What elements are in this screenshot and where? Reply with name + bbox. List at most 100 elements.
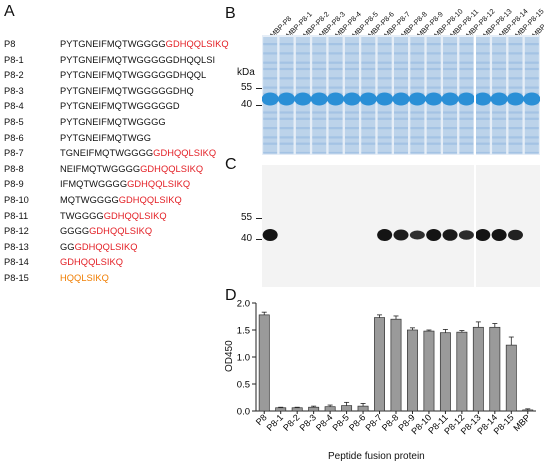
gel-major-band <box>523 92 540 106</box>
gel-minor-band <box>312 86 327 89</box>
gel-major-band <box>490 92 508 106</box>
sequence-segment: HQQLSIKQ <box>60 273 109 283</box>
gel-minor-band <box>328 77 343 80</box>
x-tick-label: MBP <box>511 412 532 433</box>
gel-minor-band <box>312 136 327 139</box>
peptide-sequence: PYTGNEIFMQTWGGGGGDHQ <box>60 86 194 96</box>
bar <box>489 326 501 412</box>
gel-minor-band <box>295 43 310 46</box>
gel-minor-band <box>328 117 343 120</box>
gel-minor-band <box>410 111 425 114</box>
gel-minor-band <box>492 111 507 114</box>
gel-minor-band <box>443 117 458 120</box>
gel-minor-band <box>344 52 359 55</box>
gel-minor-band <box>263 111 278 114</box>
gel-minor-band <box>394 61 408 64</box>
gel-minor-band <box>459 127 474 130</box>
gel-minor-band <box>263 43 278 46</box>
gel-minor-band <box>328 127 343 130</box>
peptide-sequence: NEIFMQTWGGGGGDHQQLSIKQ <box>60 164 203 174</box>
gel-minor-band <box>312 117 327 120</box>
sequence-segment: GG <box>60 241 75 252</box>
sequence-segment: GGGG <box>60 226 90 237</box>
gel-minor-band <box>475 111 490 114</box>
gel-minor-band <box>377 127 392 130</box>
panel-label-c: C <box>225 156 237 173</box>
gel-minor-band <box>475 136 490 139</box>
gel-minor-band <box>410 136 425 139</box>
sequence-segment: MQTWGGGG <box>60 195 119 205</box>
x-axis-title: Peptide fusion protein <box>328 451 425 462</box>
gel-minor-band <box>361 61 376 64</box>
gel-minor-band <box>295 151 310 155</box>
sequence-segment: TGNEIFMQTWGGGG <box>60 148 154 159</box>
gel-minor-band <box>524 77 539 80</box>
gel-minor-band <box>377 43 392 46</box>
gel-minor-band <box>475 117 490 120</box>
gel-minor-band <box>279 86 294 89</box>
gel-c-marker-55: 55 <box>241 212 253 223</box>
peptide-name: P8-3 <box>4 85 24 96</box>
peptide-name: P8-7 <box>4 148 24 159</box>
gel-minor-band <box>361 136 376 139</box>
gel-minor-band <box>279 142 294 145</box>
coomassie-gel-image <box>262 35 540 155</box>
gel-minor-band <box>344 86 359 89</box>
x-tick-label: P8-4 <box>314 412 335 433</box>
gel-b-marker-40: 40 <box>241 99 253 110</box>
gel-minor-band <box>443 43 458 46</box>
sequence-segment: PYTGNEIFMQTWGGGG <box>60 39 166 49</box>
blot-band <box>491 229 507 241</box>
sequence-segment: IFMQTWGGGG <box>60 179 128 190</box>
gel-minor-band <box>475 142 490 145</box>
gel-minor-band <box>394 77 408 80</box>
peptide-name: P8-11 <box>4 210 29 221</box>
gel-minor-band <box>361 77 376 80</box>
gel-minor-band <box>312 77 327 80</box>
gel-minor-band <box>492 52 507 55</box>
gel-minor-band <box>279 136 294 139</box>
gel-minor-band <box>328 52 343 55</box>
peptide-sequence: PYTGNEIFMQTWGGGGGDHQQLSIKQ <box>60 39 229 49</box>
gel-minor-band <box>410 61 425 64</box>
gel-minor-band <box>361 86 376 89</box>
gel-b-marker-55: 55 <box>241 82 253 93</box>
gel-minor-band <box>295 117 310 120</box>
gel-minor-band <box>344 117 359 120</box>
gel-minor-band <box>508 136 523 139</box>
blot-band <box>458 230 474 240</box>
sequence-segment: GDHQQLSIKQ <box>118 195 182 205</box>
gel-minor-band <box>377 142 392 145</box>
peptide-name: P8-5 <box>4 117 24 127</box>
gel-minor-band <box>443 151 458 155</box>
blot-band <box>442 229 458 241</box>
gel-minor-band <box>312 43 327 46</box>
bar <box>275 407 287 412</box>
bar <box>390 318 402 412</box>
gel-minor-band <box>344 61 359 64</box>
bar <box>423 330 435 412</box>
peptide-sequence: GDHQQLSIKQ <box>60 257 123 267</box>
gel-minor-band <box>508 142 523 145</box>
gel-minor-band <box>443 111 458 114</box>
gel-minor-band <box>394 136 408 139</box>
gel-minor-band <box>508 77 523 80</box>
gel-minor-band <box>377 77 392 80</box>
gel-minor-band <box>263 142 278 145</box>
blot-band <box>262 229 278 241</box>
sequence-segment: PYTGNEIFMQTWGGGGGDHQQLSI <box>60 54 216 65</box>
gel-major-band <box>278 92 296 106</box>
gel-minor-band <box>410 127 425 130</box>
gel-minor-band <box>475 43 490 46</box>
bar <box>374 317 385 412</box>
gel-minor-band <box>459 77 474 80</box>
gel-major-band <box>506 92 524 106</box>
gel-minor-band <box>508 61 523 64</box>
gel-minor-band <box>328 111 343 114</box>
gel-minor-band <box>295 86 310 89</box>
gel-minor-band <box>361 111 376 114</box>
gel-minor-band <box>492 61 507 64</box>
gel-minor-band <box>312 67 327 71</box>
gel-minor-band <box>377 86 392 89</box>
gel-minor-band <box>394 151 408 155</box>
